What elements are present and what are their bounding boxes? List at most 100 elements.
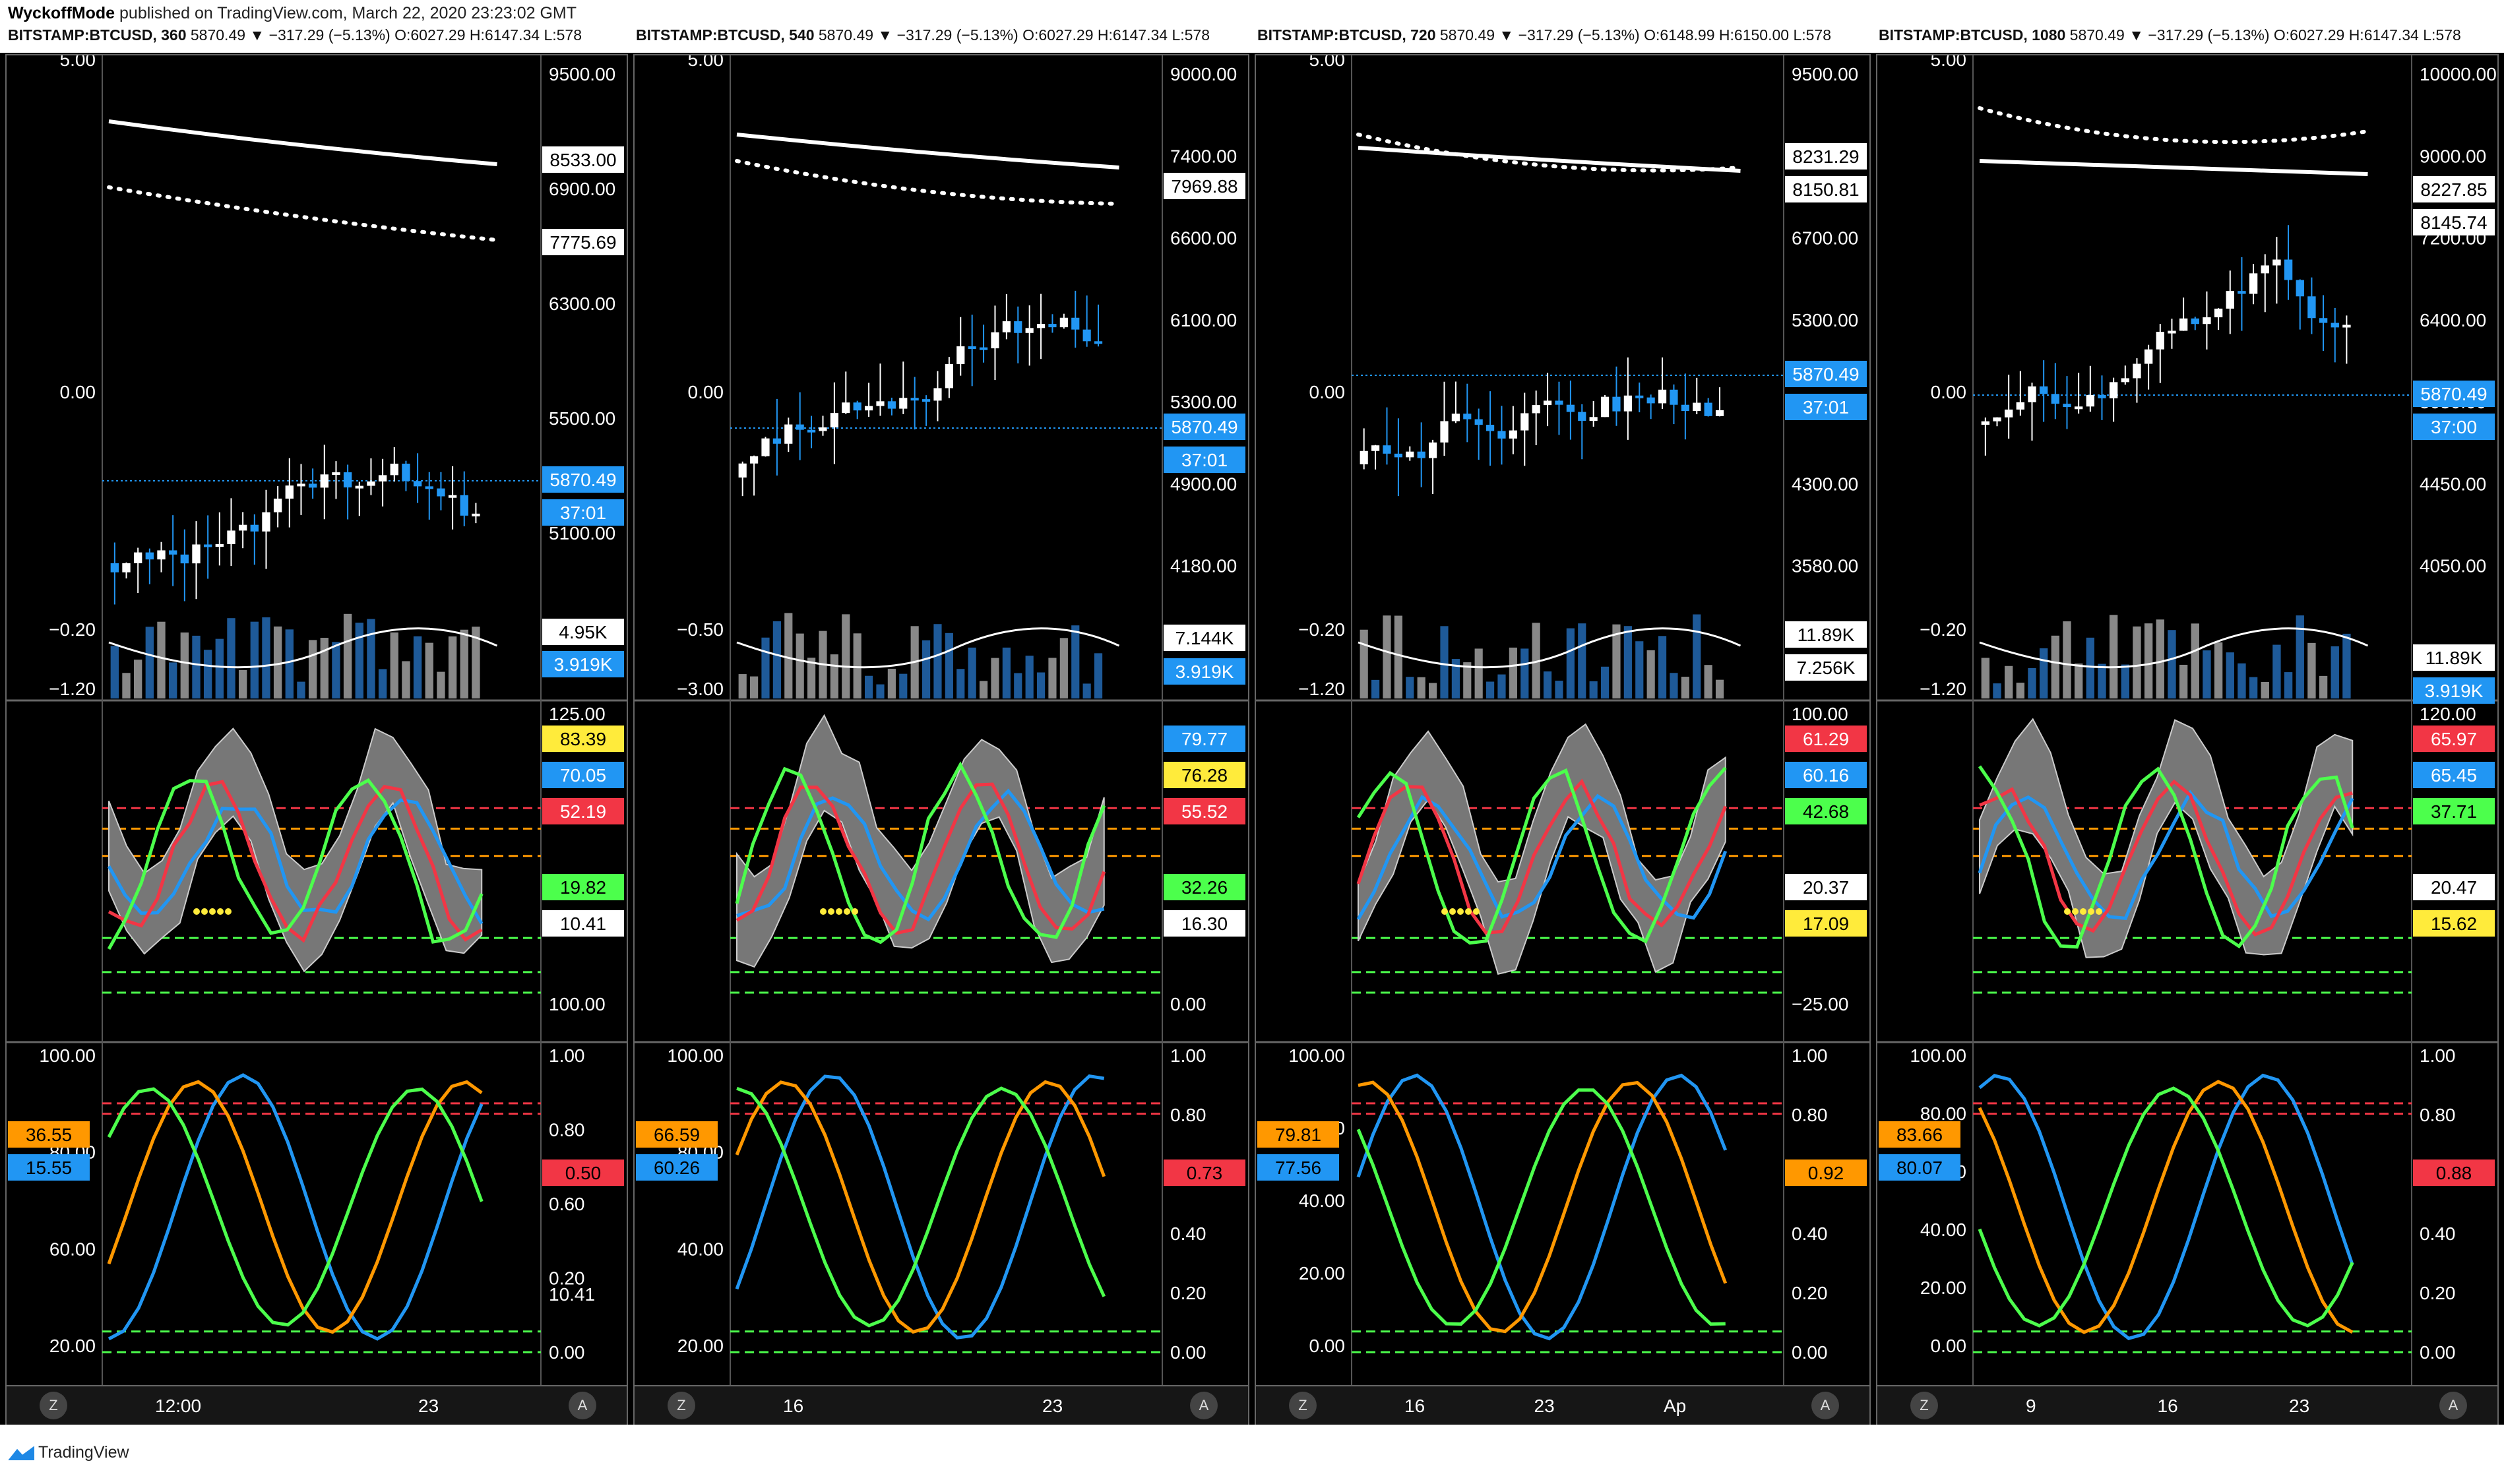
price-tag-label: 8533.00 (549, 150, 616, 170)
stoch-right-tick: 0.40 (1792, 1223, 1828, 1244)
stoch-left-tick: 40.00 (677, 1239, 724, 1259)
time-axis[interactable]: Z A 12:00 23 (5, 1386, 628, 1425)
candle-body (2342, 325, 2351, 328)
volume-bar (2074, 663, 2083, 698)
candle-body (1993, 417, 2001, 421)
osc-line (107, 798, 484, 925)
ma-line[interactable] (1979, 159, 2368, 176)
auto-scale-button[interactable]: A (569, 1392, 596, 1419)
candle-body (864, 406, 873, 411)
symbol-header[interactable]: BITSTAMP:BTCUSD, 360 5870.49 ▼ −317.29 (… (8, 26, 582, 44)
candle-body (1520, 413, 1529, 431)
price-tag: 3.919K (2413, 677, 2495, 704)
volume-bar (1635, 641, 1644, 698)
candle-body (437, 488, 445, 497)
volume-bar (1497, 674, 1506, 698)
chart-panel-3[interactable]: 5.000.00−0.20−1.209500.007500.006700.005… (1255, 49, 1871, 1386)
candle-body (1658, 389, 1667, 404)
symbol-header[interactable]: BITSTAMP:BTCUSD, 540 5870.49 ▼ −317.29 (… (636, 26, 1210, 44)
price-tag-bg (542, 1159, 624, 1186)
left-scale-label: 5.00 (688, 55, 724, 70)
ma-dotted-line[interactable] (1978, 106, 2370, 144)
time-axis[interactable]: Z A 9 16 23 (1876, 1386, 2499, 1425)
stoch-line (1358, 1080, 1728, 1334)
osc-dot (2096, 908, 2102, 915)
candle-body (1429, 442, 1437, 458)
candle-body (750, 456, 759, 464)
volume-bar (1600, 666, 1610, 698)
chart-panel-1[interactable]: 5.00 0.00 −0.20 −1.20 9500.00 6900.00 6300.00 5… (5, 49, 628, 1386)
price-tag-label: 8145.74 (2420, 212, 2487, 233)
volume-bar (2191, 623, 2199, 698)
candle-body (343, 472, 352, 488)
candle-body (1566, 404, 1575, 412)
symbol-header[interactable]: BITSTAMP:BTCUSD, 720 5870.49 ▼ −317.29 (… (1257, 26, 1831, 44)
brand-link[interactable]: TradingView (8, 1443, 129, 1462)
chart-canvas[interactable]: 5.000.00−0.20−1.209500.007500.006700.005… (1256, 49, 1869, 1385)
price-tag-label: 83.39 (560, 729, 606, 749)
candle-body (2074, 406, 2083, 410)
footer-bar: TradingView (0, 1425, 2504, 1484)
chart-canvas[interactable]: 5.000.00−0.20−1.2010000.009000.007200.00… (1877, 49, 2497, 1385)
ma-dotted-line[interactable] (735, 159, 1121, 206)
ma-line[interactable] (1358, 146, 1741, 173)
price-tag-label: 8150.81 (1792, 179, 1859, 200)
candle-body (1025, 328, 1034, 333)
auto-scale-button[interactable]: A (2439, 1392, 2467, 1419)
auto-scale-button[interactable]: A (1190, 1392, 1218, 1419)
auto-scale-button[interactable]: A (1811, 1392, 1839, 1419)
stoch-line (1978, 1080, 2354, 1334)
left-scale-label: −0.50 (677, 619, 724, 640)
left-scale-label: 0.00 (60, 382, 96, 402)
time-axis[interactable]: Z A 16 23 Ap (1255, 1386, 1871, 1425)
price-tag-bg (1164, 414, 1245, 440)
stoch-left-tag: 79.81 (1257, 1121, 1339, 1148)
volume-bar (1451, 659, 1460, 698)
volume-bar (933, 624, 942, 698)
price-tag-bg (1164, 1159, 1245, 1186)
zoom-reset-button[interactable]: Z (1910, 1392, 1938, 1419)
chart-canvas[interactable]: 5.00 0.00 −0.20 −1.20 9500.00 6900.00 6300.00 5… (7, 49, 627, 1385)
author-name[interactable]: WyckoffMode (8, 4, 115, 22)
zoom-reset-button[interactable]: Z (40, 1392, 67, 1419)
osc-tag: 65.97 (2413, 726, 2495, 752)
price-tag-bg (2413, 176, 2495, 202)
price-tag-label: 0.88 (2436, 1163, 2472, 1183)
candle-body (168, 550, 177, 555)
candle-body (2016, 402, 2025, 410)
price-tag-label: 8227.85 (2420, 179, 2487, 200)
volume-ma-line (108, 627, 498, 669)
candle-body (1715, 410, 1724, 416)
osc-tag: 60.16 (1785, 762, 1867, 788)
price-tick: 4900.00 (1170, 474, 1237, 494)
volume-bar (1394, 615, 1402, 698)
volume-bar (2307, 642, 2316, 698)
price-tag-label: 65.45 (2431, 765, 2477, 786)
ma-line[interactable] (108, 119, 497, 166)
osc-tag: 10.41 (542, 910, 624, 937)
price-tag: 7969.88 (1164, 173, 1245, 199)
stoch-left-tag: 66.59 (636, 1121, 718, 1148)
zoom-reset-button[interactable]: Z (1289, 1392, 1317, 1419)
candle-body (2086, 394, 2094, 407)
chart-panel-4[interactable]: 5.00 0.00 −0.20 −1.20 10000.00 9000.00 7200.00… (1876, 49, 2499, 1386)
price-tag-bg (542, 651, 624, 677)
candle-body (2272, 259, 2281, 266)
stoch-right-tick: 0.80 (2420, 1105, 2456, 1125)
ohlc-values: 5870.49 ▼ −317.29 (−5.13%) O:6148.99 H:6… (1439, 26, 1831, 44)
symbol-header[interactable]: BITSTAMP:BTCUSD, 1080 5870.49 ▼ −317.29 … (1879, 26, 2461, 44)
osc-dot (193, 908, 200, 915)
candle-body (1406, 451, 1414, 458)
volume-bar (1543, 671, 1552, 698)
chart-canvas[interactable]: 5.00 0.00 −0.50 −3.00 9000.00 7400.00 6600.00 6… (635, 49, 1248, 1385)
zoom-reset-button[interactable]: Z (668, 1392, 695, 1419)
stoch-left-tick: 100.00 (39, 1045, 96, 1066)
time-axis[interactable]: Z A 16 23 (633, 1386, 1249, 1425)
stoch-line (735, 1074, 1105, 1340)
osc-tag: 83.39 (542, 726, 624, 752)
volume-bar (1981, 658, 1990, 698)
osc-line (1356, 778, 1728, 935)
ma-line[interactable] (736, 133, 1119, 170)
ma-dotted-line[interactable] (107, 185, 499, 242)
chart-panel-2[interactable]: 5.00 0.00 −0.50 −3.00 9000.00 7400.00 6600.00 6… (633, 49, 1249, 1386)
